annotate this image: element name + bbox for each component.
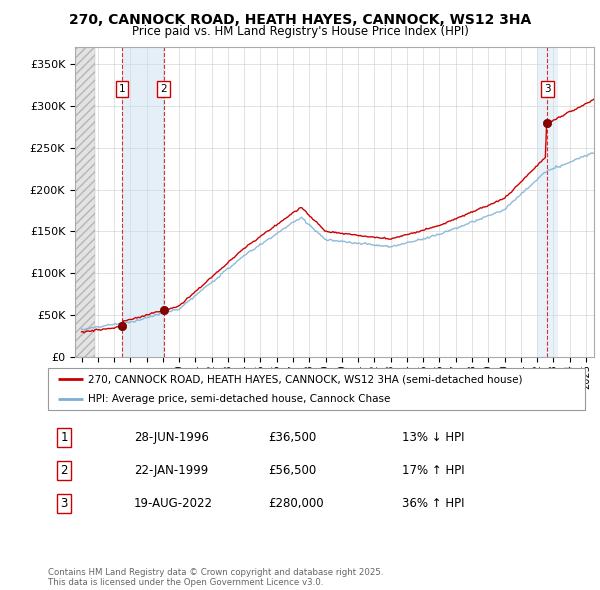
Bar: [75, 47, 95, 357]
Text: 2: 2: [161, 84, 167, 94]
Text: Price paid vs. HM Land Registry's House Price Index (HPI): Price paid vs. HM Land Registry's House …: [131, 25, 469, 38]
Text: £36,500: £36,500: [268, 431, 316, 444]
Text: £280,000: £280,000: [268, 497, 324, 510]
Text: 3: 3: [61, 497, 68, 510]
Text: 13% ↓ HPI: 13% ↓ HPI: [403, 431, 465, 444]
Text: 22-JAN-1999: 22-JAN-1999: [134, 464, 208, 477]
Text: £56,500: £56,500: [268, 464, 316, 477]
Bar: [537, 47, 558, 357]
Text: 3: 3: [544, 84, 551, 94]
Text: 36% ↑ HPI: 36% ↑ HPI: [403, 497, 465, 510]
Text: Contains HM Land Registry data © Crown copyright and database right 2025.
This d: Contains HM Land Registry data © Crown c…: [48, 568, 383, 587]
Text: 1: 1: [119, 84, 125, 94]
Text: 1: 1: [61, 431, 68, 444]
Text: 19-AUG-2022: 19-AUG-2022: [134, 497, 213, 510]
Text: HPI: Average price, semi-detached house, Cannock Chase: HPI: Average price, semi-detached house,…: [88, 394, 391, 404]
FancyBboxPatch shape: [48, 368, 585, 410]
Text: 2: 2: [61, 464, 68, 477]
Text: 28-JUN-1996: 28-JUN-1996: [134, 431, 209, 444]
Bar: [122, 47, 164, 357]
Text: 270, CANNOCK ROAD, HEATH HAYES, CANNOCK, WS12 3HA: 270, CANNOCK ROAD, HEATH HAYES, CANNOCK,…: [69, 13, 531, 27]
Text: 17% ↑ HPI: 17% ↑ HPI: [403, 464, 465, 477]
Text: 270, CANNOCK ROAD, HEATH HAYES, CANNOCK, WS12 3HA (semi-detached house): 270, CANNOCK ROAD, HEATH HAYES, CANNOCK,…: [88, 374, 523, 384]
